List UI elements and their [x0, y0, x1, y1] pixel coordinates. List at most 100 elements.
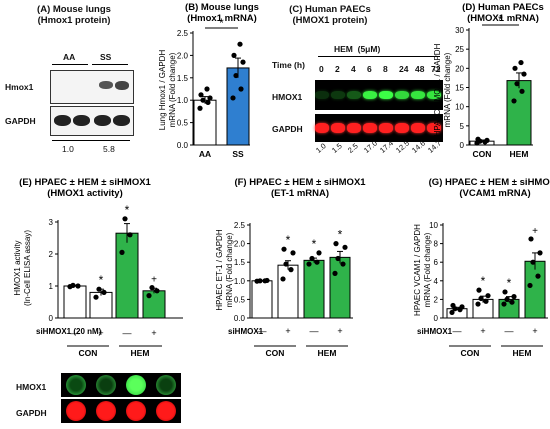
- data-point: [119, 249, 125, 255]
- data-point: [333, 241, 339, 247]
- chart-title: (G) HPAEC ± HEM ± siHMOX1: [429, 177, 550, 188]
- si-mark: —: [258, 326, 267, 336]
- significance-mark: *: [99, 273, 104, 287]
- panel-a-quant-ss: 5.8: [103, 144, 115, 154]
- chart-title: (D) Human PAECs: [462, 2, 544, 13]
- y-axis-label: HPAEC VCAM1 / GAPDH: [413, 224, 422, 316]
- data-point: [238, 86, 244, 92]
- y-tick-label: 1.0: [177, 96, 189, 105]
- bar: [329, 256, 351, 319]
- well-spot: [66, 375, 86, 395]
- panel-c-title-line2: (HMOX1 protein): [292, 15, 368, 26]
- panel-a-row-gapdh: GAPDH: [5, 116, 36, 126]
- si-mark: +: [285, 326, 290, 336]
- data-point: [511, 98, 517, 104]
- time-label: 8: [383, 64, 388, 74]
- group-label: CON: [461, 348, 480, 358]
- panel-a-ss-line: [92, 64, 128, 65]
- panel-a-aa-line: [52, 64, 88, 65]
- well-spot: [126, 401, 146, 421]
- y-axis-label: Lung Hmox1 / GAPDH: [158, 50, 167, 131]
- data-point: [449, 309, 455, 316]
- hmox1-band: [363, 91, 377, 99]
- y-tick-label: 2: [434, 295, 439, 304]
- data-point: [512, 65, 518, 71]
- data-point: [233, 72, 239, 79]
- hmox1-band: [411, 91, 425, 99]
- data-point: [281, 246, 287, 252]
- gapdh-band: [331, 123, 345, 133]
- y-tick-label: 0: [460, 141, 465, 150]
- bar: [63, 285, 87, 319]
- data-point: [93, 294, 99, 300]
- y-tick-label: 0: [434, 314, 439, 323]
- y-tick-label: 0.0: [177, 141, 189, 150]
- panel-e-row-gapdh: GAPDH: [16, 408, 47, 418]
- panel-c-treatment-line: [318, 56, 440, 57]
- data-point: [483, 298, 489, 304]
- bar: [115, 232, 139, 319]
- data-point: [485, 293, 491, 299]
- data-point: [475, 136, 481, 142]
- data-point: [340, 261, 346, 267]
- y-tick-label: 2: [49, 250, 54, 259]
- time-label: 24: [399, 64, 409, 74]
- well-spot: [66, 401, 86, 421]
- y-tick-label: 2.5: [177, 29, 189, 38]
- y-tick-label: 0.5: [234, 295, 246, 304]
- chart-subtitle: (HMOX1 activity): [47, 188, 123, 199]
- group-label: CON: [266, 348, 285, 358]
- gapdh-band: [363, 123, 377, 133]
- gapdh-band: [379, 123, 393, 133]
- data-point: [530, 259, 536, 265]
- y-tick-label: 1.5: [177, 74, 189, 83]
- hmox1-band: [395, 91, 409, 99]
- significance-mark: +: [151, 275, 157, 286]
- significance-mark: *: [481, 274, 486, 288]
- data-point: [484, 137, 490, 143]
- time-label: 0: [319, 64, 324, 74]
- group-label: HEM: [513, 348, 532, 358]
- panel-a-row-hmox1: Hmox1: [5, 82, 34, 92]
- y-tick-label: 5: [460, 122, 465, 131]
- data-point: [335, 255, 341, 262]
- si-mark: —: [71, 328, 80, 338]
- time-label: 2: [335, 64, 340, 74]
- data-point: [122, 216, 128, 222]
- time-label: 6: [367, 64, 372, 74]
- panel-e-wells-gapdh: [61, 399, 181, 423]
- hmox1-band: [427, 91, 441, 99]
- si-mark: +: [151, 328, 156, 338]
- data-point: [231, 52, 237, 59]
- hmox1-band: [331, 91, 345, 99]
- gapdh-band: [427, 123, 441, 133]
- bar: [524, 260, 546, 319]
- data-point: [237, 41, 243, 47]
- well-spot: [96, 375, 116, 395]
- data-point: [75, 283, 81, 289]
- x-category-label: SS: [232, 149, 244, 159]
- bar: [193, 99, 217, 146]
- data-point: [230, 95, 236, 101]
- time-label: 48: [415, 64, 425, 74]
- well-spot: [96, 401, 116, 421]
- data-point: [288, 267, 294, 273]
- well-spot: [126, 375, 146, 395]
- data-point: [127, 232, 133, 238]
- panel-a-quant-aa: 1.0: [62, 144, 74, 154]
- hmox1-band: [347, 91, 361, 99]
- si-mark: +: [532, 326, 537, 336]
- panel-c-blot-hmox1: [315, 80, 443, 110]
- data-point: [475, 301, 481, 307]
- blot-band: [94, 115, 111, 126]
- y-tick-label: 0.0: [234, 314, 246, 323]
- y-tick-label: 15: [455, 84, 464, 93]
- data-point: [96, 286, 102, 292]
- data-point: [501, 301, 507, 307]
- panel-c-title: (C) Human PAECs (HMOX1 protein): [270, 4, 390, 26]
- data-point: [342, 244, 348, 250]
- si-mark: —: [505, 326, 514, 336]
- bar: [226, 67, 250, 146]
- panel-c-treatment: HEM (5μM): [334, 44, 381, 54]
